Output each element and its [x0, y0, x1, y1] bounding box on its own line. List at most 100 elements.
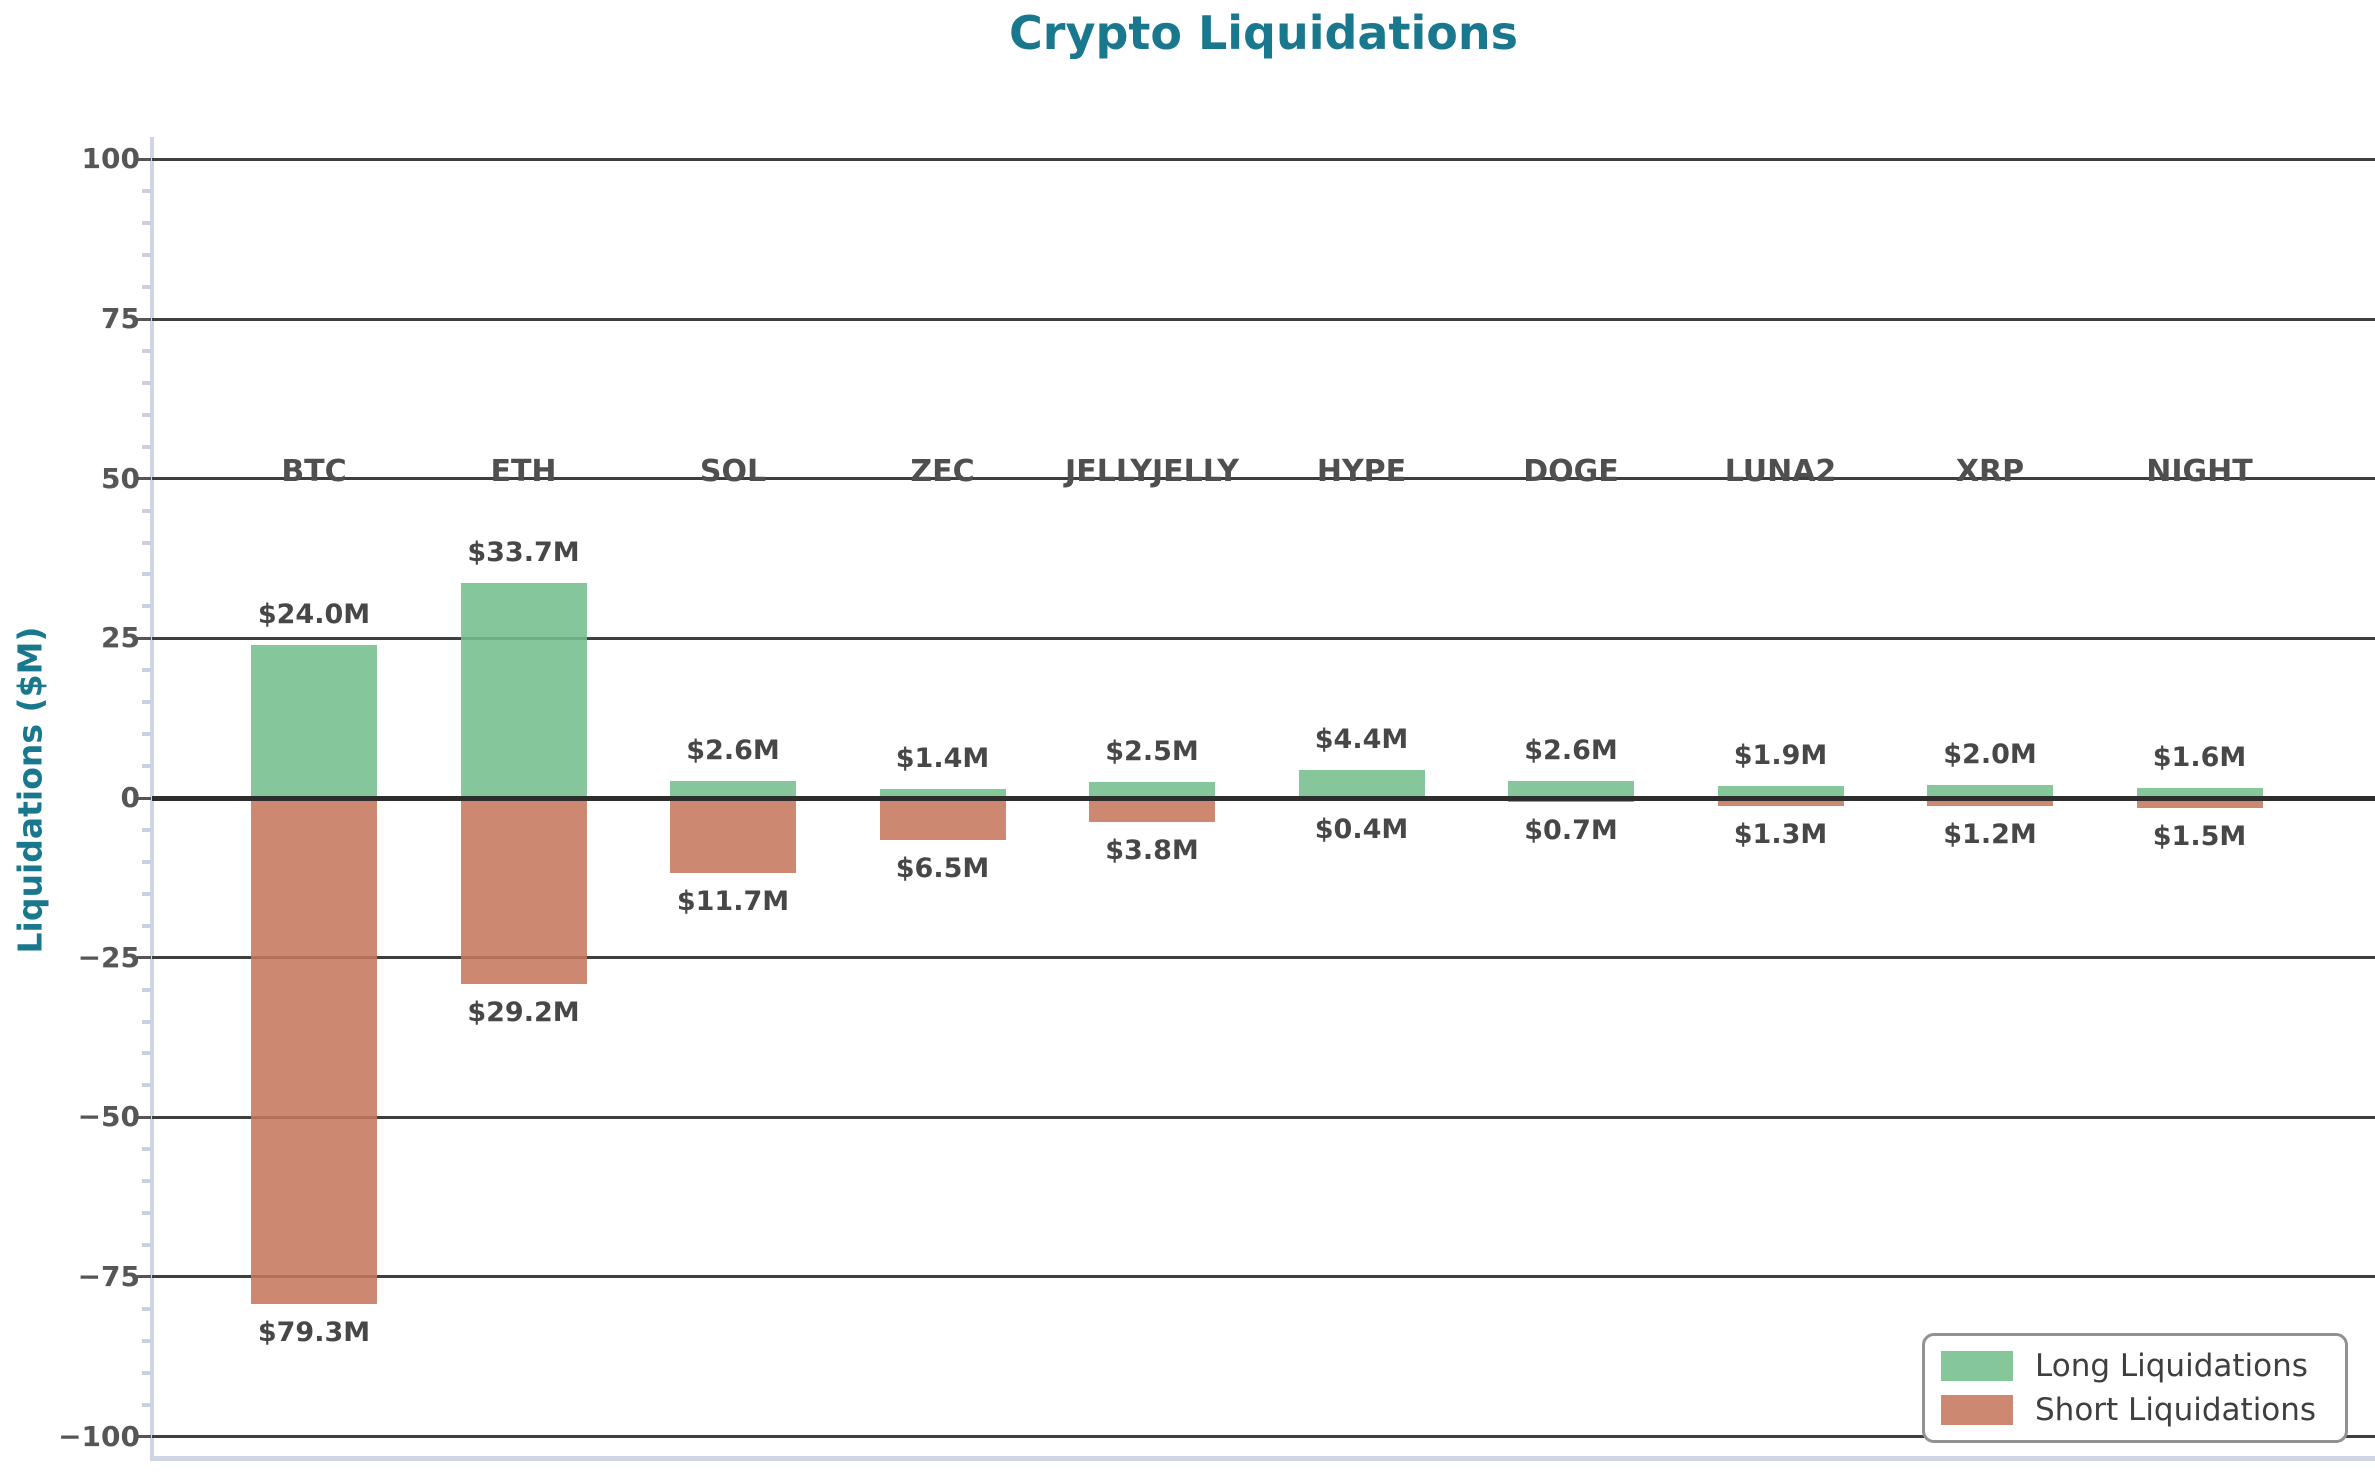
value-label-short-JELLYJELLY: $3.8M — [1105, 835, 1199, 867]
y-minor-tick — [142, 1338, 151, 1343]
y-minor-tick — [142, 891, 151, 896]
y-major-tick-−50 — [137, 1115, 151, 1119]
category-label-DOGE: DOGE — [1523, 453, 1619, 489]
y-major-tick-0 — [137, 796, 151, 800]
gridline-−25 — [152, 956, 2375, 960]
y-minor-tick — [142, 189, 151, 194]
y-major-tick-50 — [137, 477, 151, 481]
value-label-short-SOL: $11.7M — [676, 885, 790, 917]
gridline-75 — [152, 317, 2375, 321]
y-minor-tick — [142, 444, 151, 449]
y-minor-tick — [142, 380, 151, 385]
y-major-tick-−100 — [137, 1435, 151, 1439]
bar-long-NIGHT — [2136, 787, 2263, 798]
legend-item-short: Short Liquidations — [1941, 1393, 2335, 1427]
bar-long-ETH — [460, 582, 587, 798]
y-minor-tick — [142, 1211, 151, 1216]
y-minor-tick — [142, 412, 151, 417]
y-minor-tick — [142, 604, 151, 609]
gridline-−100 — [152, 1435, 2375, 1439]
category-label-HYPE: HYPE — [1316, 453, 1407, 489]
category-label-ETH: ETH — [490, 453, 557, 489]
bar-long-HYPE — [1298, 769, 1425, 798]
category-label-ZEC: ZEC — [910, 453, 975, 489]
y-minor-tick — [142, 508, 151, 513]
y-minor-tick — [142, 540, 151, 545]
y-tick-label-100: 100 — [81, 142, 140, 176]
bar-short-ZEC — [879, 798, 1006, 840]
y-minor-tick — [142, 1019, 151, 1024]
y-minor-tick — [142, 732, 151, 737]
bar-long-JELLYJELLY — [1089, 782, 1215, 798]
value-label-short-DOGE: $0.7M — [1524, 815, 1618, 847]
y-major-tick-75 — [137, 317, 151, 321]
legend-label-short: Short Liquidations — [2035, 1391, 2317, 1428]
value-label-long-JELLYJELLY: $2.5M — [1105, 736, 1199, 768]
gridline-0 — [152, 795, 2375, 801]
y-major-tick-100 — [137, 157, 151, 161]
gridline-50 — [152, 477, 2375, 481]
y-tick-label-50: 50 — [101, 461, 140, 495]
y-tick-label-−50: −50 — [77, 1100, 140, 1134]
bar-short-LUNA2 — [1717, 798, 1844, 807]
value-label-long-BTC: $24.0M — [257, 598, 371, 630]
bar-long-BTC — [251, 644, 377, 798]
x-axis-spine — [150, 1456, 2375, 1461]
y-tick-label-−25: −25 — [77, 940, 140, 974]
category-label-NIGHT: NIGHT — [2146, 453, 2253, 489]
y-minor-tick — [142, 253, 151, 258]
y-minor-tick — [142, 572, 151, 577]
legend-label-long: Long Liquidations — [2035, 1348, 2308, 1385]
chart-title: Crypto Liquidations — [1009, 6, 1518, 60]
value-label-short-ZEC: $6.5M — [895, 852, 990, 884]
value-label-short-BTC: $79.3M — [257, 1317, 371, 1349]
value-label-long-DOGE: $2.6M — [1524, 735, 1618, 767]
y-tick-label-25: 25 — [101, 621, 140, 655]
y-major-tick-−25 — [137, 956, 151, 960]
category-label-SOL: SOL — [699, 453, 767, 489]
value-label-long-LUNA2: $1.9M — [1733, 739, 1828, 771]
gridline-−75 — [152, 1275, 2375, 1279]
legend-swatch-short-icon — [1941, 1394, 2013, 1425]
y-minor-tick — [142, 827, 151, 832]
bar-short-XRP — [1927, 798, 2053, 806]
value-label-short-HYPE: $0.4M — [1314, 813, 1409, 845]
gridline-100 — [152, 157, 2375, 161]
y-minor-tick — [142, 1147, 151, 1152]
y-minor-tick — [142, 285, 151, 290]
y-tick-label-0: 0 — [120, 781, 140, 814]
y-minor-tick — [142, 700, 151, 705]
value-label-long-XRP: $2.0M — [1943, 739, 2037, 771]
y-minor-tick — [142, 221, 151, 226]
bar-long-LUNA2 — [1717, 785, 1844, 798]
y-minor-tick — [142, 1306, 151, 1311]
y-major-tick-25 — [137, 636, 151, 640]
legend-item-long: Long Liquidations — [1941, 1349, 2335, 1383]
bar-short-BTC — [251, 798, 377, 1305]
bar-short-NIGHT — [2136, 798, 2263, 808]
y-tick-label-−100: −100 — [58, 1419, 140, 1453]
value-label-long-SOL: $2.6M — [686, 735, 780, 767]
bar-long-XRP — [1927, 785, 2053, 798]
y-minor-tick — [142, 859, 151, 864]
value-label-short-XRP: $1.2M — [1943, 818, 2037, 850]
value-label-long-ZEC: $1.4M — [895, 743, 990, 775]
value-label-short-LUNA2: $1.3M — [1733, 819, 1828, 851]
category-label-JELLYJELLY: JELLYJELLY — [1065, 453, 1239, 489]
bar-short-SOL — [670, 798, 796, 873]
value-label-long-ETH: $33.7M — [467, 536, 580, 568]
y-tick-label-75: 75 — [101, 302, 140, 335]
bar-long-ZEC — [879, 789, 1006, 798]
legend-swatch-long-icon — [1941, 1351, 2013, 1382]
y-minor-tick — [142, 348, 151, 353]
y-minor-tick — [142, 1243, 151, 1248]
y-minor-tick — [142, 764, 151, 769]
value-label-short-ETH: $29.2M — [467, 997, 580, 1029]
y-minor-tick — [142, 1370, 151, 1375]
value-label-short-NIGHT: $1.5M — [2152, 820, 2247, 852]
value-label-long-NIGHT: $1.6M — [2152, 741, 2247, 773]
y-minor-tick — [142, 1402, 151, 1407]
y-minor-tick — [142, 923, 151, 928]
